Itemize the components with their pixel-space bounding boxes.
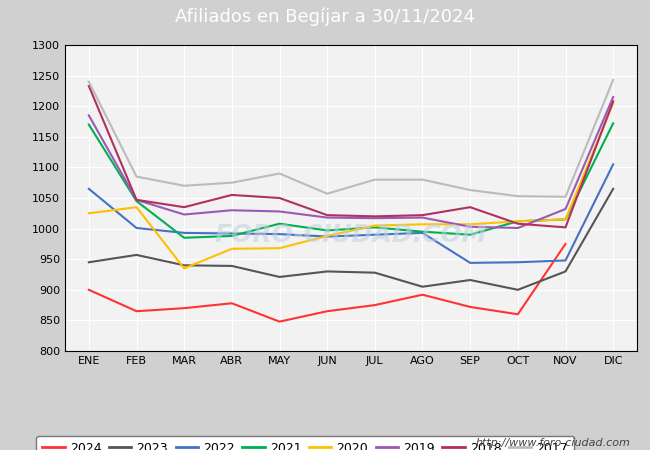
Text: FORO-CIUDAD.COM: FORO-CIUDAD.COM: [214, 223, 488, 247]
Text: http://www.foro-ciudad.com: http://www.foro-ciudad.com: [476, 438, 630, 448]
Text: Afiliados en Begíjar a 30/11/2024: Afiliados en Begíjar a 30/11/2024: [175, 8, 475, 26]
Legend: 2024, 2023, 2022, 2021, 2020, 2019, 2018, 2017: 2024, 2023, 2022, 2021, 2020, 2019, 2018…: [36, 436, 575, 450]
